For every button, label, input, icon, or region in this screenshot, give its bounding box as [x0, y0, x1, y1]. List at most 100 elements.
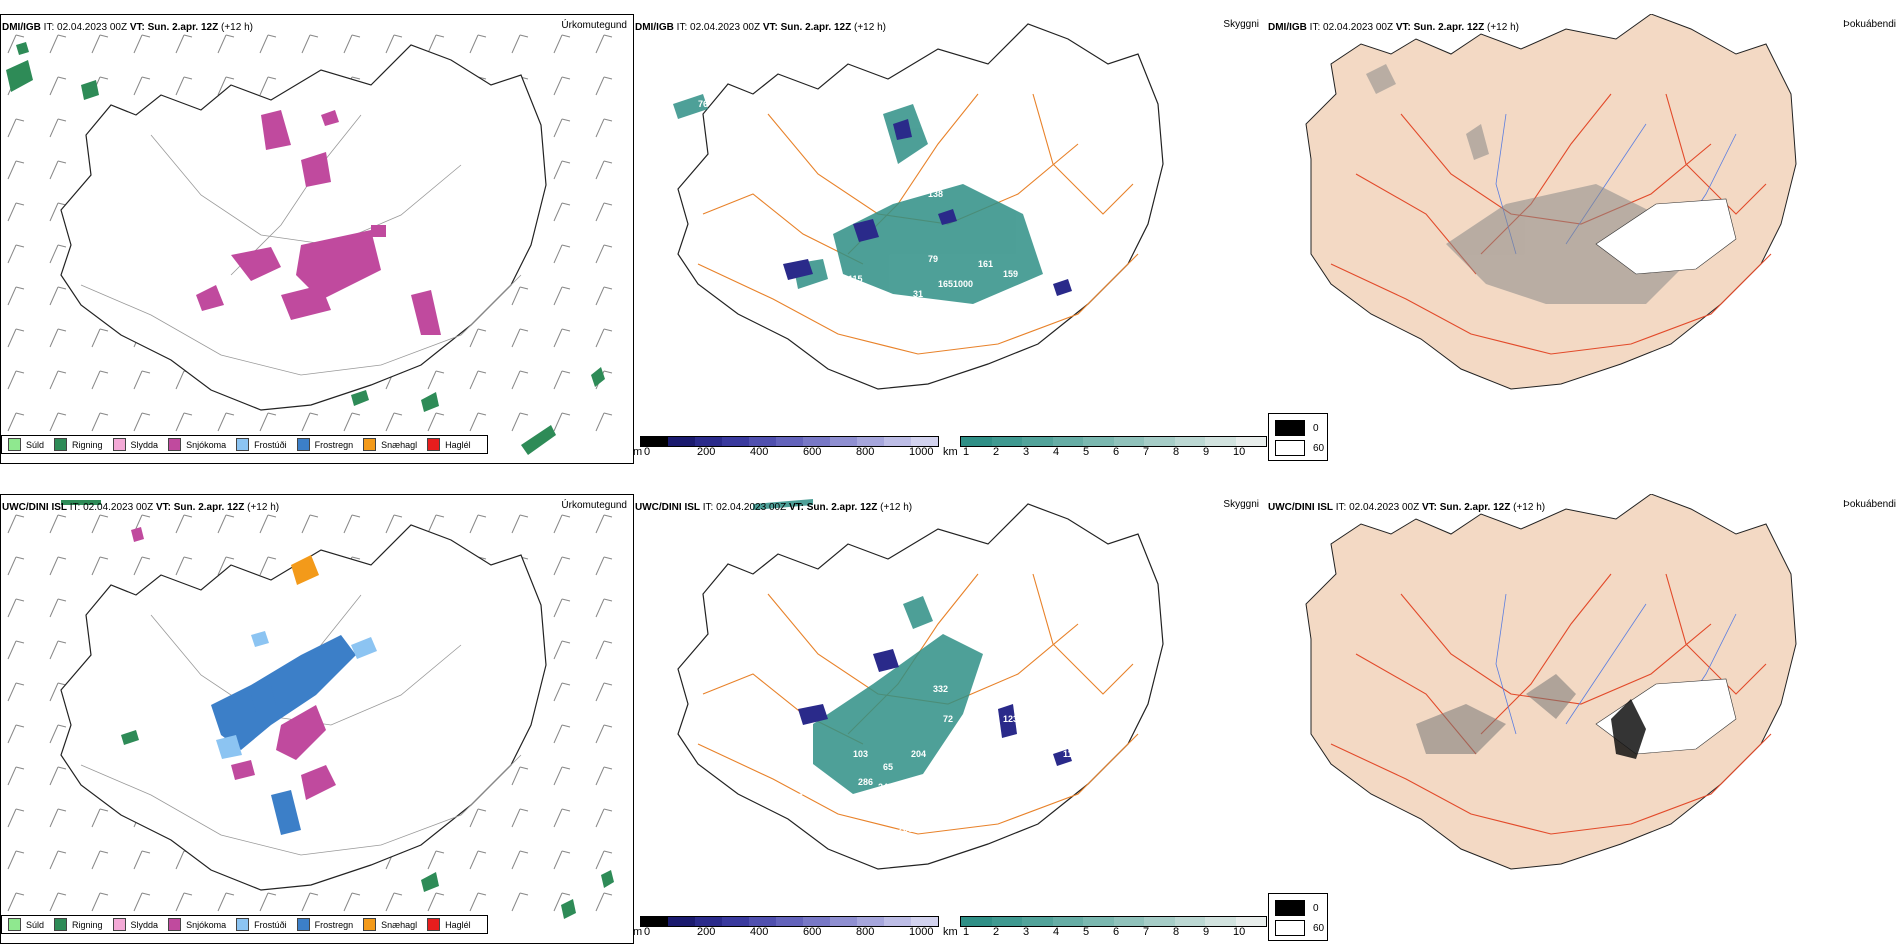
visibility-map — [673, 23, 1164, 390]
lead-time: (+12 h) — [221, 22, 253, 33]
legend-swatch — [363, 438, 377, 451]
m-tick: 800 — [856, 926, 875, 938]
wind-barb — [427, 514, 445, 534]
key-label: 60 — [1313, 442, 1325, 454]
wind-barb — [49, 766, 67, 786]
wind-barb — [217, 514, 235, 534]
colorbar-bin — [961, 917, 992, 926]
wind-barb — [217, 892, 235, 912]
colorbar-bin — [884, 437, 911, 446]
m-tick: 400 — [750, 446, 769, 458]
km-tick: 2 — [993, 926, 1000, 938]
wind-barb — [217, 34, 235, 54]
visibility-value: 65 — [883, 762, 894, 772]
legend-item: Snæhagl — [363, 438, 417, 451]
m-unit: m — [633, 446, 643, 458]
colorbar-bin — [776, 917, 803, 926]
visibility-value: 57 — [1043, 794, 1054, 804]
wind-barb — [511, 514, 529, 534]
legend-label: Haglél — [445, 919, 471, 930]
km-tick: 7 — [1143, 926, 1150, 938]
wind-barb — [301, 412, 319, 432]
vt-label: VT: — [155, 502, 171, 513]
legend-item: Haglél — [427, 438, 471, 451]
visibility-value: 263 — [898, 824, 914, 834]
wind-barb — [385, 514, 403, 534]
wind-barb — [259, 514, 277, 534]
km-tick: 8 — [1173, 926, 1180, 938]
rain-areas — [61, 500, 614, 919]
wind-barb — [511, 808, 529, 828]
legend-swatch — [427, 438, 441, 451]
wind-barb — [259, 76, 277, 96]
legend-item: Frostúði — [236, 438, 287, 451]
colorbar-bin — [1174, 437, 1205, 446]
colorbar-bin — [722, 437, 749, 446]
cloud-key: 0 60 — [1268, 893, 1328, 941]
wind-barb — [595, 244, 613, 264]
wind-barb — [343, 892, 361, 912]
fog-gray — [1416, 674, 1576, 754]
m-tick: 400 — [750, 926, 769, 938]
wind-barb — [553, 640, 571, 660]
wind-barb — [49, 160, 67, 180]
wind-barb — [7, 640, 25, 660]
wind-barb — [511, 34, 529, 54]
valid-time: Sun. 2.apr. 12Z — [147, 22, 219, 33]
wind-barb — [595, 892, 613, 912]
colorbar-bin — [668, 917, 695, 926]
legend-swatch — [112, 438, 126, 451]
wind-barb — [385, 892, 403, 912]
colorbar-bin — [668, 437, 695, 446]
wind-barb — [385, 412, 403, 432]
visibility-value: 159 — [1003, 269, 1019, 279]
visibility-value: 123 — [1003, 714, 1019, 724]
wind-barb — [91, 370, 109, 390]
km-scale-ticks: km 1 2 3 4 5 6 7 8 9 10 — [943, 926, 1265, 940]
wind-barb — [133, 34, 151, 54]
wind-barb — [91, 808, 109, 828]
fog-panel: Þokuábendi — [1266, 14, 1900, 462]
km-tick: 4 — [1053, 446, 1060, 458]
legend-label: Slydda — [130, 439, 159, 450]
wind-barb — [133, 412, 151, 432]
key-label: 0 — [1313, 422, 1319, 434]
km-tick: 8 — [1173, 446, 1180, 458]
cloud-key: 0 60 — [1268, 413, 1328, 461]
visibility-value: 219 — [978, 329, 994, 339]
valid-time: Sun. 2.apr. 12Z — [780, 22, 852, 33]
visibility-value: 1000 — [953, 279, 974, 289]
frostudi-areas — [216, 631, 377, 759]
snow-areas — [131, 527, 336, 800]
fog-map — [1305, 494, 1797, 870]
visibility-value: 103 — [853, 749, 869, 759]
m-tick: 1000 — [909, 926, 934, 938]
key-label: 60 — [1313, 922, 1325, 934]
visibility-value: 129 — [1018, 729, 1034, 739]
model-name: UWC/DINI ISL — [2, 502, 67, 513]
visibility-header: UWC/DINI ISL IT: 02.04.2023 00Z VT: Sun.… — [635, 502, 912, 513]
wind-barb — [49, 202, 67, 222]
colorbar-bin — [991, 437, 1022, 446]
colorbar-bin — [722, 917, 749, 926]
visibility-panel: Skyggni 79 1000 161 159 115 165 31 106 192 124 146… — [633, 14, 1265, 462]
wind-barb — [49, 556, 67, 576]
snow-areas — [196, 110, 441, 335]
wind-barb — [427, 892, 445, 912]
wind-barb — [133, 850, 151, 870]
colorbar-bin — [1144, 437, 1175, 446]
row-uwc: Úrkomutegund Súld Rigning Slydda Snjókoma Fr… — [0, 480, 1900, 950]
fog-gray — [1366, 64, 1696, 304]
legend-item: Snæhagl — [363, 918, 417, 931]
colorbar-bin — [1052, 917, 1083, 926]
wind-barb — [595, 640, 613, 660]
m-tick: 200 — [697, 926, 716, 938]
colorbar-bin — [857, 437, 884, 446]
wind-barb — [469, 892, 487, 912]
visibility-value: 62 — [798, 806, 809, 816]
wind-barb — [7, 766, 25, 786]
wind-barb — [7, 328, 25, 348]
precip-legend: Súld Rigning Slydda Snjókoma Frostúði Frostre… — [1, 435, 488, 454]
wind-barb — [175, 34, 193, 54]
visibility-value: 79 — [928, 254, 939, 264]
